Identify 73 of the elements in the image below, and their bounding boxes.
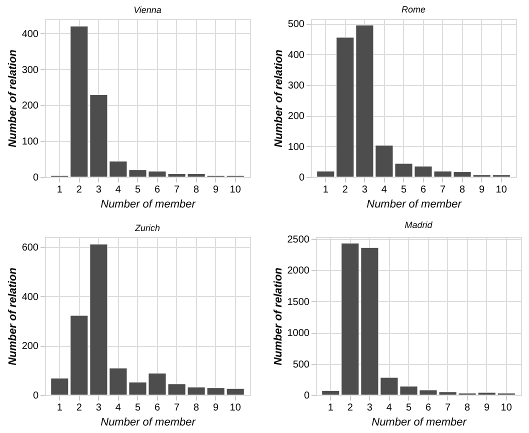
y-tick-label: 500 — [292, 359, 310, 370]
x-tick-label: 3 — [96, 184, 102, 196]
x-tick-label: 7 — [174, 184, 180, 196]
y-tick-label: 0 — [32, 390, 39, 402]
y-tick-label: 500 — [288, 19, 305, 30]
x-tick-label: 10 — [496, 184, 508, 196]
y-tick-label: 0 — [298, 172, 305, 184]
x-tick-label: 2 — [342, 184, 348, 196]
x-tick-label: 7 — [445, 402, 452, 414]
y-tick-label: 0 — [304, 390, 310, 402]
x-tick-label: 7 — [440, 184, 446, 196]
x-tick-label: 1 — [56, 402, 63, 414]
x-tick-label: 9 — [479, 184, 486, 196]
y-tick-label: 1000 — [287, 328, 310, 340]
x-tick-label: 2 — [347, 402, 354, 414]
y-axis-title: Number of relation — [272, 267, 284, 366]
x-tick-label: 10 — [230, 402, 242, 414]
x-tick-label: 8 — [460, 184, 466, 196]
x-axis-title: Number of member — [372, 416, 468, 428]
x-tick-label: 7 — [174, 402, 180, 414]
x-tick-label: 10 — [230, 184, 242, 196]
y-tick-label: 200 — [22, 100, 39, 112]
y-tick-label: 400 — [288, 50, 305, 61]
x-tick-label: 2 — [76, 402, 82, 414]
x-tick-label: 8 — [464, 402, 471, 414]
x-tick-label: 6 — [420, 184, 426, 196]
y-tick-label: 2500 — [287, 234, 310, 246]
x-tick-label: 5 — [134, 184, 141, 196]
y-tick-label: 200 — [22, 341, 39, 352]
x-tick-label: 6 — [154, 184, 160, 196]
y-tick-label: 1500 — [287, 296, 310, 308]
y-tick-label: 600 — [22, 242, 39, 254]
y-tick-label: 100 — [22, 136, 39, 148]
y-tick-label: 100 — [288, 142, 305, 153]
x-tick-label: 6 — [154, 402, 160, 414]
chart-title: Rome — [401, 4, 426, 15]
x-tick-label: 9 — [484, 402, 490, 414]
x-tick-label: 4 — [115, 402, 122, 414]
x-tick-label: 8 — [194, 184, 200, 196]
y-tick-label: 400 — [22, 28, 39, 40]
x-tick-label: 5 — [400, 184, 407, 196]
x-tick-label: 5 — [406, 402, 412, 414]
chart-title: Madrid — [404, 220, 434, 230]
y-tick-label: 300 — [288, 80, 305, 92]
x-axis-title: Number of member — [100, 198, 197, 210]
y-tick-label: 400 — [22, 292, 39, 303]
x-tick-label: 4 — [115, 184, 122, 196]
x-tick-label: 3 — [366, 402, 373, 414]
y-axis-title: Number of relation — [6, 49, 19, 148]
x-tick-label: 5 — [134, 402, 141, 414]
x-tick-label: 1 — [328, 402, 334, 414]
x-tick-label: 3 — [362, 184, 368, 196]
x-tick-label: 8 — [194, 402, 200, 414]
chart-title: Vienna — [134, 5, 162, 15]
x-axis-title: Number of member — [100, 416, 197, 428]
x-tick-label: 9 — [213, 402, 220, 414]
x-tick-label: 4 — [386, 402, 392, 414]
chart-title: Zurich — [134, 223, 160, 233]
x-tick-label: 4 — [381, 184, 388, 196]
x-tick-label: 1 — [322, 184, 329, 196]
y-tick-label: 200 — [288, 111, 305, 122]
x-tick-label: 1 — [56, 184, 63, 196]
x-tick-label: 10 — [500, 402, 512, 414]
y-tick-label: 0 — [32, 172, 39, 184]
x-tick-label: 6 — [425, 402, 432, 414]
y-tick-label: 300 — [22, 64, 39, 76]
y-axis-title: Number of relation — [272, 49, 285, 148]
x-axis-title: Number of member — [366, 198, 463, 210]
y-axis-title: Number of relation — [6, 267, 19, 366]
y-tick-label: 2000 — [287, 266, 310, 277]
x-tick-label: 9 — [213, 184, 220, 196]
x-tick-label: 3 — [96, 402, 102, 414]
x-tick-label: 2 — [76, 184, 82, 196]
